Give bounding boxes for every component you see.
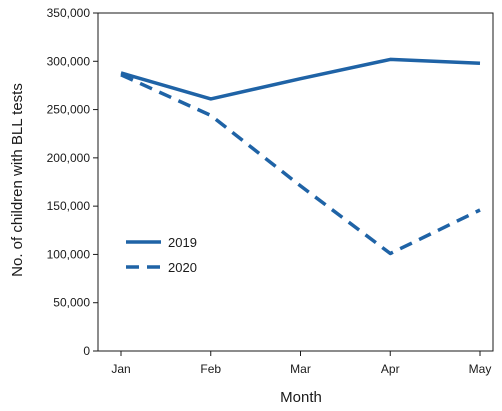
x-tick-label: Apr [381,362,400,376]
x-tick-label: Jan [111,362,130,376]
y-axis-title: No. of children with BLL tests [9,83,26,277]
legend-label-2019: 2019 [168,235,197,250]
y-tick-label: 100,000 [47,247,91,261]
plot-area-border [97,12,494,352]
series-line-2020 [120,73,481,256]
x-axis: Jan Feb Mar Apr May [111,351,491,376]
y-axis: 0 50,000 100,000 150,000 200,000 250,000 300,0… [47,6,98,358]
series-line-2019 [120,57,481,101]
y-tick-label: 300,000 [47,54,91,68]
x-tick-label: Mar [290,362,311,376]
y-tick-label: 150,000 [47,199,91,213]
x-tick-label: Feb [200,362,221,376]
y-tick-label: 200,000 [47,151,91,165]
x-tick-label: May [469,362,492,376]
legend-label-2020: 2020 [168,260,197,275]
series-layer [120,57,481,256]
y-tick-label: 350,000 [47,6,91,20]
y-tick-label: 250,000 [47,103,91,117]
y-tick-label: 50,000 [53,296,90,310]
y-tick-label: 0 [83,344,90,358]
plot-frame [97,12,494,352]
legend: 2019 2020 [126,235,197,275]
x-axis-title: Month [280,389,322,406]
